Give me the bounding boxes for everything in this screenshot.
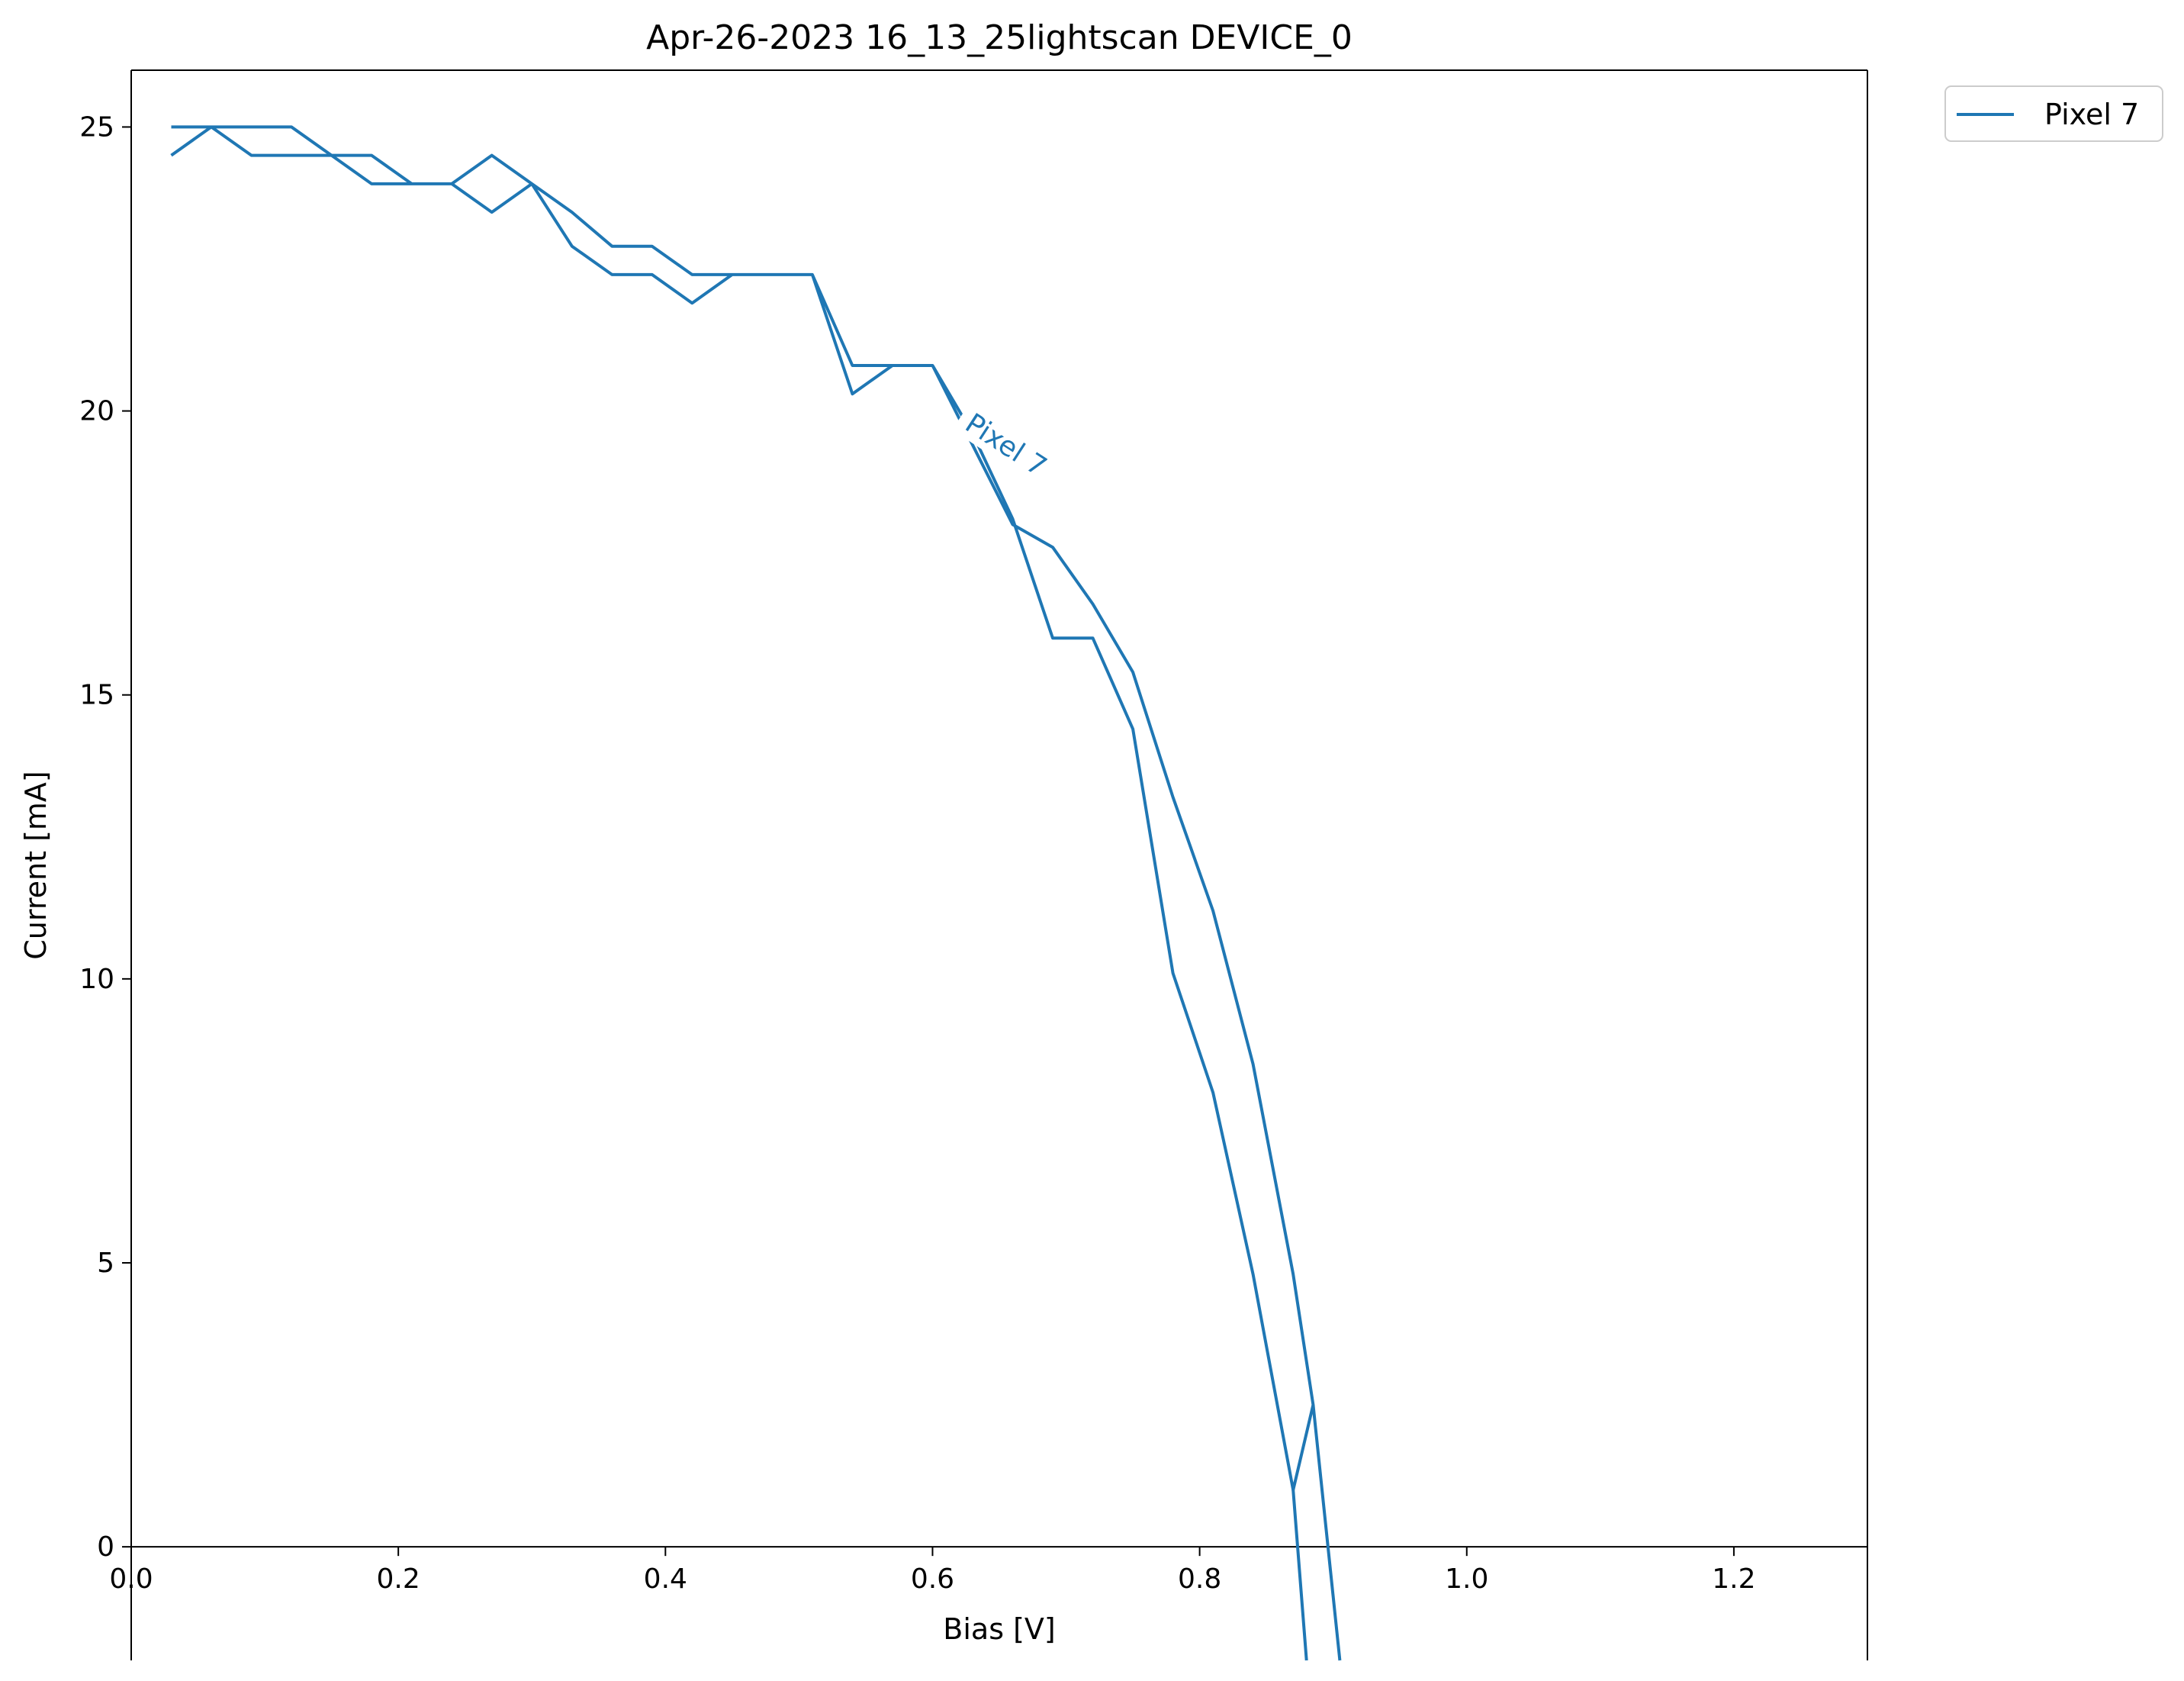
series-line-pixel-7 — [170, 125, 1315, 1492]
inline-label-background — [952, 401, 1060, 488]
y-tick-label: 0 — [97, 1531, 114, 1563]
y-tick-label: 15 — [79, 680, 114, 711]
x-tick-label: 0.6 — [911, 1563, 954, 1595]
y-tick-label: 25 — [79, 111, 114, 143]
legend-box — [1944, 85, 2163, 142]
legend: Pixel 7 — [1944, 85, 2163, 142]
legend-entry-pixel-7: Pixel 7 — [2044, 98, 2139, 131]
series-line-segment — [1311, 1404, 1342, 1661]
x-tick-label: 1.0 — [1445, 1563, 1488, 1595]
chart-title: Apr-26-2023 16_13_25lightscan DEVICE_0 — [646, 18, 1353, 57]
y-tick-label: 5 — [97, 1248, 114, 1279]
y-axis-ticks: 0 5 10 15 20 25 — [79, 111, 131, 1563]
x-tick-label: 1.2 — [1712, 1563, 1755, 1595]
x-axis-label: Bias [V] — [943, 1612, 1055, 1646]
series-layer: Pixel 7 — [170, 125, 1342, 1661]
x-tick-label: 0.0 — [109, 1563, 153, 1595]
y-tick-label: 10 — [79, 964, 114, 995]
x-tick-label: 0.8 — [1178, 1563, 1221, 1595]
series-line-segment — [1291, 1489, 1308, 1661]
y-tick-label: 20 — [79, 396, 114, 427]
x-tick-label: 0.4 — [644, 1563, 687, 1595]
x-tick-label: 0.2 — [377, 1563, 420, 1595]
y-axis-label: Current [mA] — [19, 771, 53, 959]
x-axis-ticks: 0.0 0.2 0.4 0.6 0.8 1.0 1.2 — [109, 1547, 1756, 1595]
plot-area — [130, 69, 1868, 1660]
